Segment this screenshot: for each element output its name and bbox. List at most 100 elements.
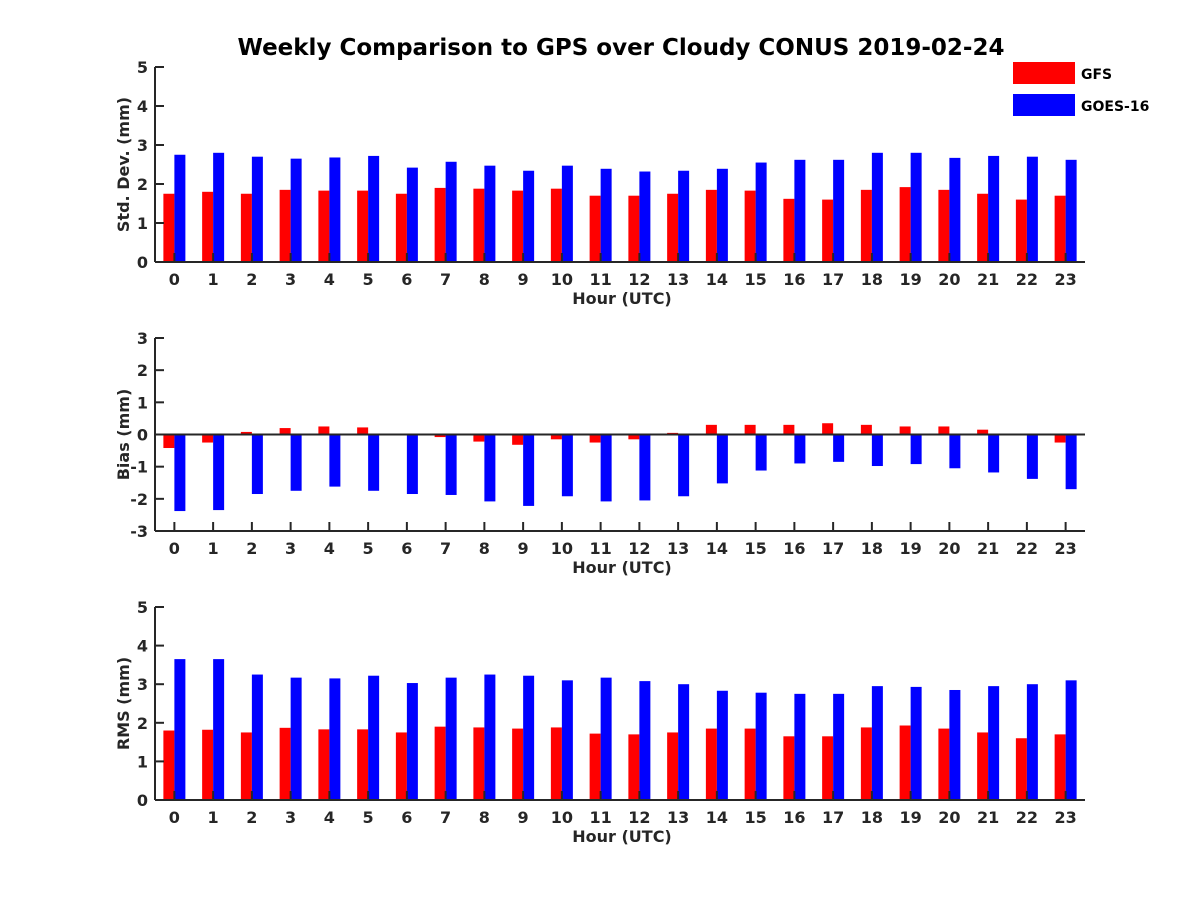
y-tick-label: 4 [137,637,148,656]
x-tick-label: 8 [479,270,490,289]
x-tick-label: 19 [899,270,921,289]
bar-goes-16-hour-14 [716,168,728,262]
bar-gfs-hour-21 [977,429,989,435]
bar-goes-16-hour-7 [445,161,457,262]
bar-goes-16-hour-19 [910,152,922,262]
bar-goes-16-hour-13 [678,434,690,497]
bar-gfs-hour-16 [783,198,795,262]
x-axis-label: Hour (UTC) [572,558,672,577]
bar-gfs-hour-14 [705,424,717,435]
bar-goes-16-hour-12 [639,171,651,262]
y-tick-label: 5 [137,58,148,77]
bar-goes-16-hour-9 [523,170,535,262]
x-tick-label: 23 [1054,539,1076,558]
bar-gfs-hour-10 [550,434,562,440]
y-tick-label: 3 [137,675,148,694]
x-tick-label: 15 [744,539,766,558]
x-tick-label: 8 [479,539,490,558]
x-axis-label: Hour (UTC) [572,289,672,308]
bar-goes-16-hour-17 [833,693,845,800]
x-tick-label: 12 [628,270,650,289]
bar-gfs-hour-11 [589,195,601,262]
bar-goes-16-hour-11 [600,677,612,800]
bar-gfs-hour-1 [202,434,214,443]
y-tick-label: -1 [130,458,148,477]
x-tick-label: 5 [363,808,374,827]
bar-goes-16-hour-5 [368,675,380,800]
bar-goes-16-hour-10 [561,434,573,497]
x-tick-label: 10 [551,270,573,289]
x-tick-label: 10 [551,539,573,558]
bar-gfs-hour-20 [938,728,950,800]
x-tick-label: 3 [285,270,296,289]
bar-goes-16-hour-6 [406,683,418,800]
x-axis-label: Hour (UTC) [572,827,672,846]
legend-entry-gfs: GFS [1013,62,1112,84]
bar-goes-16-hour-13 [678,170,690,262]
x-tick-label: 13 [667,539,689,558]
x-tick-label: 0 [169,270,180,289]
x-tick-label: 5 [363,539,374,558]
x-tick-label: 21 [977,539,999,558]
bar-gfs-hour-17 [822,423,834,435]
x-tick-label: 17 [822,270,844,289]
bar-gfs-hour-21 [977,732,989,800]
bar-goes-16-hour-18 [871,152,883,262]
bar-goes-16-hour-20 [949,157,961,262]
bar-goes-16-hour-7 [445,677,457,800]
x-tick-label: 1 [208,539,219,558]
bar-goes-16-hour-23 [1065,680,1077,800]
bar-goes-16-hour-22 [1026,156,1038,262]
x-tick-label: 0 [169,808,180,827]
bar-goes-16-hour-3 [290,677,302,800]
bar-gfs-hour-15 [744,424,756,435]
y-tick-label: 5 [137,598,148,617]
y-tick-label: -3 [130,522,148,541]
y-tick-label: 2 [137,714,148,733]
bar-gfs-hour-23 [1054,434,1066,443]
bar-goes-16-hour-2 [251,674,263,800]
bar-goes-16-hour-1 [213,659,225,800]
bar-goes-16-hour-17 [833,434,845,462]
bar-goes-16-hour-22 [1026,684,1038,800]
x-tick-label: 22 [1016,539,1038,558]
y-tick-label: 1 [137,214,148,233]
x-tick-label: 0 [169,539,180,558]
bar-goes-16-hour-16 [794,693,806,800]
x-tick-label: 20 [938,808,960,827]
bar-gfs-hour-9 [512,728,524,800]
bar-gfs-hour-12 [628,195,640,262]
bar-goes-16-hour-9 [523,675,535,800]
bar-gfs-hour-8 [473,434,485,442]
y-tick-label: 1 [137,393,148,412]
bar-goes-16-hour-6 [406,167,418,262]
bar-gfs-hour-11 [589,733,601,800]
x-tick-label: 16 [783,808,805,827]
bar-goes-16-hour-10 [561,165,573,262]
x-tick-label: 4 [324,270,335,289]
y-axis-label: Bias (mm) [114,389,133,481]
x-tick-label: 5 [363,270,374,289]
bar-goes-16-hour-11 [600,168,612,262]
x-tick-label: 6 [401,539,412,558]
bar-goes-16-hour-18 [871,686,883,800]
bar-gfs-hour-21 [977,193,989,262]
x-tick-label: 11 [589,808,611,827]
y-tick-label: 1 [137,752,148,771]
bar-gfs-hour-7 [434,434,446,438]
bar-goes-16-hour-4 [329,678,341,800]
bar-gfs-hour-10 [550,188,562,262]
bar-gfs-hour-12 [628,434,640,440]
x-tick-label: 11 [589,270,611,289]
bar-gfs-hour-0 [163,730,175,800]
x-tick-label: 12 [628,808,650,827]
bar-goes-16-hour-0 [174,434,186,512]
bar-gfs-hour-2 [240,732,252,800]
legend-label-gfs: GFS [1081,67,1112,83]
x-tick-label: 18 [861,270,883,289]
bar-goes-16-hour-2 [251,434,263,495]
bar-gfs-hour-20 [938,426,950,435]
